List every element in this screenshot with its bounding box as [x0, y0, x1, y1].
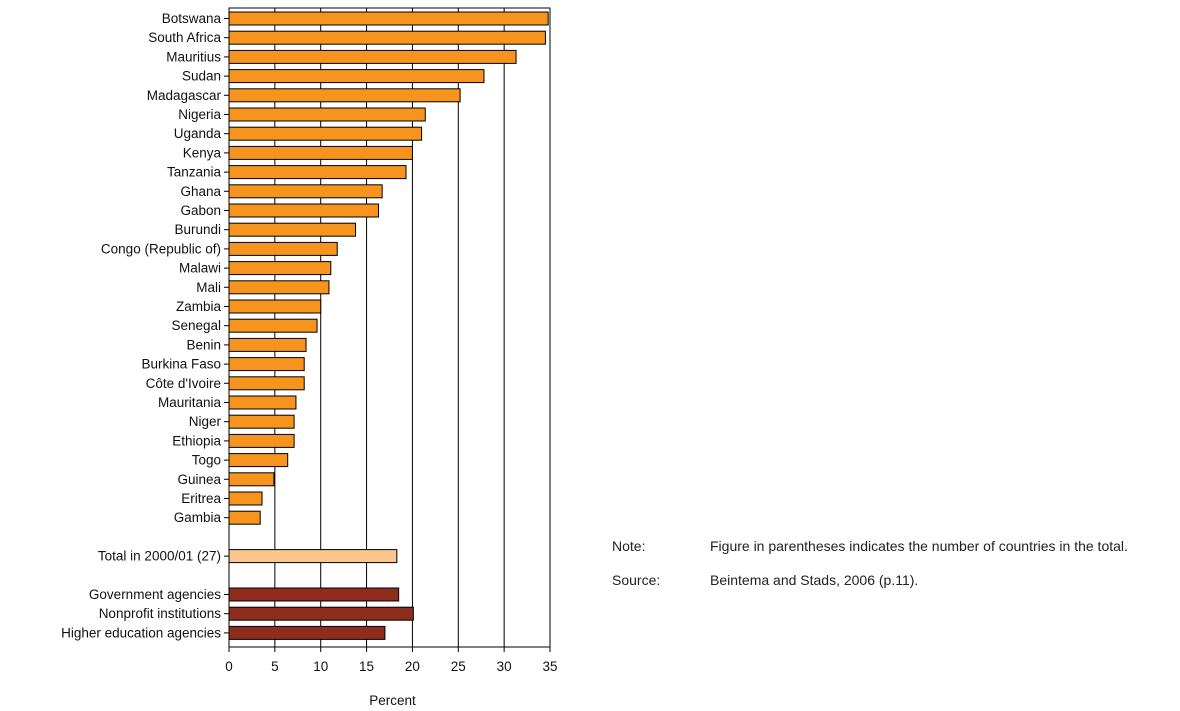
chart-svg: Botswana South Africa Mauritius Sudan Madaga…: [61, 7, 558, 708]
country-bar: [228, 88, 461, 103]
note-text: Figure in parentheses indicates the numb…: [710, 538, 1128, 554]
category-label: Higher education agencies: [61, 625, 221, 640]
category-label: Botswana: [162, 11, 222, 26]
institution-bar: [228, 587, 400, 602]
total-bar: [228, 549, 398, 564]
institution-bar: [228, 606, 414, 621]
country-bar: [228, 203, 379, 218]
category-label: Gambia: [174, 510, 222, 525]
country-bar: [228, 453, 289, 468]
category-label: Uganda: [174, 126, 222, 141]
notes-panel: Note: Figure in parentheses indicates th…: [612, 538, 1180, 606]
category-label: Kenya: [183, 145, 222, 160]
country-bar: [228, 491, 263, 506]
source-label: Source:: [612, 572, 661, 588]
category-label: Nigeria: [178, 107, 221, 122]
category-label: Government agencies: [89, 587, 221, 602]
source-row: Source: Beintema and Stads, 2006 (p.11).: [612, 572, 1180, 589]
institution-bar: [228, 625, 386, 640]
country-bar: [228, 299, 322, 314]
category-label: Zambia: [176, 299, 222, 314]
category-label: Congo (Republic of): [101, 241, 221, 256]
country-bar: [228, 107, 426, 122]
x-tick-label: 15: [359, 659, 374, 674]
x-tick-label: 10: [313, 659, 328, 674]
country-bar: [228, 472, 275, 487]
x-tick-label: 20: [405, 659, 420, 674]
category-label: Nonprofit institutions: [99, 606, 222, 621]
category-label: Total in 2000/01 (27): [98, 549, 221, 564]
x-tick-label: 35: [542, 659, 557, 674]
x-tick-label: 30: [497, 659, 512, 674]
category-label: Senegal: [171, 318, 221, 333]
category-label: Côte d'Ivoire: [146, 376, 221, 391]
category-label: Togo: [192, 453, 221, 468]
country-bar: [228, 414, 295, 429]
country-bar: [228, 395, 297, 410]
country-bar: [228, 184, 383, 199]
category-label: Burundi: [174, 222, 221, 237]
country-bar: [228, 280, 330, 295]
category-label: Tanzania: [167, 165, 222, 180]
country-bar: [228, 337, 307, 352]
category-label: Burkina Faso: [141, 357, 221, 372]
source-text: Beintema and Stads, 2006 (p.11).: [710, 572, 919, 588]
category-label: Ethiopia: [172, 433, 221, 448]
category-label: Ghana: [180, 184, 221, 199]
category-label: South Africa: [148, 30, 221, 45]
category-label: Gabon: [180, 203, 221, 218]
country-bar: [228, 69, 485, 84]
x-tick-label: 0: [225, 659, 233, 674]
country-bar: [228, 376, 305, 391]
category-label: Malawi: [179, 261, 221, 276]
x-tick-label: 5: [271, 659, 279, 674]
country-bar: [228, 261, 332, 276]
category-label: Niger: [189, 414, 222, 429]
country-bar: [228, 11, 549, 26]
country-bar: [228, 510, 261, 525]
x-axis-label: Percent: [369, 693, 416, 708]
category-label: Mauritania: [158, 395, 222, 410]
category-label: Mauritius: [166, 49, 221, 64]
bar-chart: Botswana South Africa Mauritius Sudan Madaga…: [0, 0, 580, 711]
note-label: Note:: [612, 538, 646, 554]
note-row: Note: Figure in parentheses indicates th…: [612, 538, 1180, 555]
country-bar: [228, 357, 305, 372]
country-bar: [228, 433, 295, 448]
country-bar: [228, 222, 357, 237]
country-bar: [228, 126, 423, 141]
country-bar: [228, 145, 413, 160]
category-label: Benin: [186, 337, 221, 352]
category-label: Mali: [196, 280, 221, 295]
country-bar: [228, 318, 318, 333]
x-tick-label: 25: [451, 659, 466, 674]
country-bar: [228, 30, 546, 45]
country-bar: [228, 49, 517, 64]
category-label: Eritrea: [181, 491, 221, 506]
country-bar: [228, 241, 338, 256]
country-bar: [228, 165, 407, 180]
category-label: Madagascar: [147, 88, 222, 103]
category-label: Guinea: [177, 472, 221, 487]
category-label: Sudan: [182, 69, 221, 84]
